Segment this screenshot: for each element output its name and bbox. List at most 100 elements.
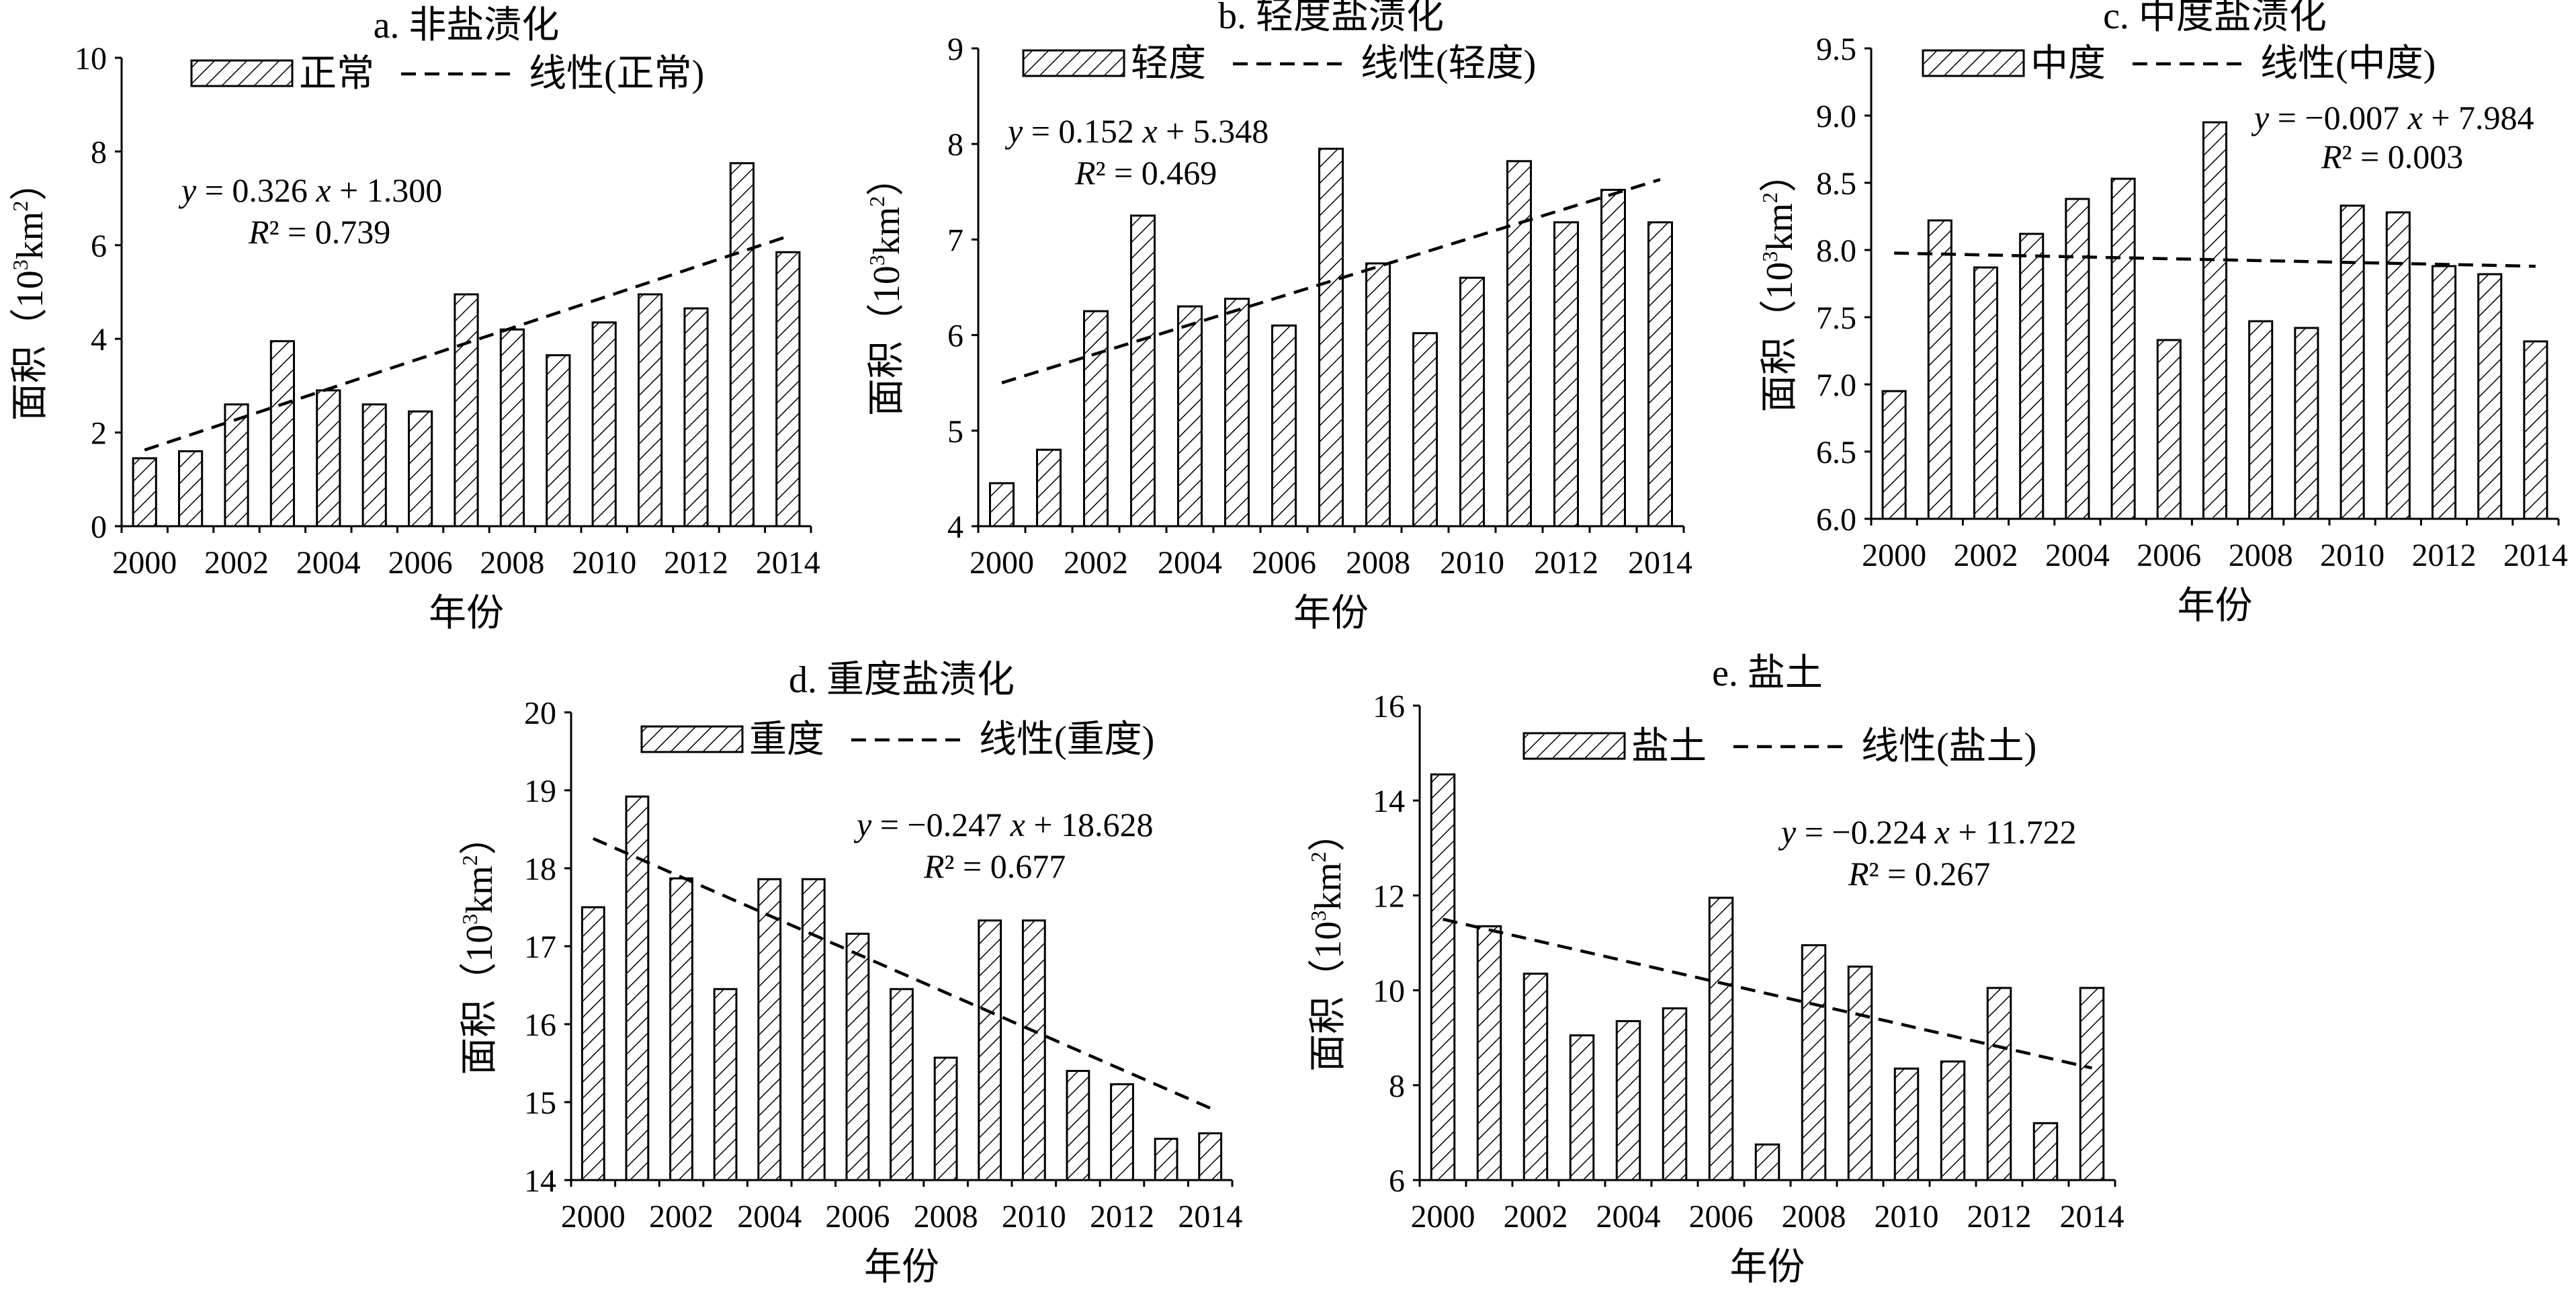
- x-tick-label: 2012: [2412, 538, 2477, 573]
- x-tick-label: 2008: [2229, 538, 2293, 573]
- bar-2000: [132, 457, 157, 528]
- y-tick-label: 14: [1373, 784, 1405, 819]
- x-tick-label: 2006: [825, 1199, 890, 1235]
- bar-2011: [1940, 1060, 1966, 1181]
- bar-2002: [1973, 266, 1999, 520]
- bar-2006: [845, 932, 870, 1181]
- bar-2007: [1318, 147, 1344, 528]
- legend-bar-swatch: [190, 59, 294, 87]
- bar-2009: [546, 354, 571, 528]
- bar-2011: [1066, 1070, 1090, 1181]
- bar-2012: [1553, 221, 1579, 528]
- bar-2014: [2523, 340, 2548, 520]
- chart-title: b. 轻度盐渍化: [1218, 0, 1444, 37]
- trend-equation: y = 0.152 x + 5.348: [1004, 112, 1269, 150]
- y-tick-label: 0: [91, 509, 107, 545]
- x-tick-label: 2002: [204, 545, 269, 581]
- legend-line-label: 线性(重度): [979, 719, 1154, 761]
- bar-2012: [1110, 1083, 1134, 1181]
- r-squared: R² = 0.469: [1074, 154, 1217, 192]
- chart-panel: e. 盐土 6 8 10 12 14 16 2000 2002 2004 2006 2008 2010 2…: [1306, 653, 2124, 1288]
- bar-2000: [1881, 390, 1907, 520]
- legend-bar-label: 盐土: [1631, 726, 1707, 767]
- x-tick-label: 2014: [1628, 545, 1692, 581]
- y-tick-label: 9.5: [1816, 32, 1856, 67]
- r-squared: R² = 0.677: [923, 847, 1066, 885]
- bar-2013: [1600, 188, 1626, 528]
- bar-2005: [1662, 1007, 1688, 1181]
- x-tick-label: 2004: [1158, 545, 1222, 581]
- bar-2006: [1271, 324, 1297, 528]
- bar-2002: [224, 403, 249, 528]
- y-tick-label: 8: [91, 134, 107, 170]
- y-tick-label: 9.0: [1816, 99, 1856, 134]
- y-tick-label: 9: [947, 32, 963, 67]
- bar-2010: [1459, 276, 1485, 528]
- bar-2001: [178, 450, 204, 528]
- y-tick-label: 16: [524, 1007, 556, 1043]
- trend-equation: y = −0.007 x + 7.984: [2251, 99, 2534, 136]
- legend: 盐土 线性(盐土): [1522, 726, 2036, 767]
- legend: 中度 线性(中度): [1922, 43, 2436, 85]
- bar-2008: [933, 1056, 958, 1181]
- bar-2012: [2431, 265, 2457, 520]
- legend: 轻度 线性(轻度): [1022, 43, 1536, 85]
- bar-2009: [1412, 332, 1438, 528]
- x-tick-label: 2010: [2320, 538, 2385, 573]
- bar-2006: [408, 410, 433, 528]
- y-tick-label: 6: [1389, 1163, 1405, 1199]
- chart-panel: d. 重度盐渍化 14 15 16 17 18 19 20 2000 2002 2004 2006 20…: [458, 659, 1242, 1288]
- bar-2006: [1708, 896, 1734, 1181]
- bar-2011: [1506, 160, 1532, 528]
- y-tick-label: 8.0: [1816, 233, 1856, 269]
- bar-2004: [1615, 1019, 1641, 1181]
- bar-2013: [2032, 1122, 2059, 1181]
- y-tick-label: 6.0: [1816, 502, 1856, 538]
- bar-2012: [1986, 987, 2012, 1181]
- bar-2003: [2019, 233, 2045, 520]
- trend-line: [1894, 251, 2536, 268]
- trend-line: [592, 837, 1211, 1110]
- legend-line-label: 线性(中度): [2260, 43, 2436, 85]
- bar-2011: [638, 293, 663, 528]
- x-axis-label: 年份: [1730, 1247, 1805, 1288]
- bar-2002: [1083, 310, 1109, 528]
- x-axis-label: 年份: [2178, 585, 2253, 627]
- x-tick-label: 2000: [970, 545, 1034, 581]
- r-squared: R² = 0.739: [248, 213, 390, 251]
- x-tick-label: 2006: [1689, 1199, 1754, 1235]
- bar-2010: [1021, 919, 1046, 1181]
- r-squared: R² = 0.267: [1848, 855, 1990, 892]
- legend-bar-swatch: [1022, 49, 1125, 77]
- y-tick-label: 10: [1373, 974, 1405, 1009]
- bar-2001: [1036, 448, 1062, 528]
- y-tick-label: 6: [947, 319, 963, 354]
- bar-2000: [581, 906, 605, 1181]
- legend-line-label: 线性(盐土): [1861, 726, 2036, 767]
- x-tick-label: 2002: [649, 1199, 714, 1235]
- bar-2007: [890, 988, 914, 1181]
- x-tick-label: 2008: [1346, 545, 1410, 581]
- y-tick-label: 14: [524, 1163, 556, 1199]
- bar-2002: [1522, 972, 1549, 1181]
- y-tick-label: 4: [947, 509, 963, 545]
- x-tick-label: 2014: [756, 545, 820, 581]
- y-tick-label: 12: [1373, 878, 1405, 914]
- y-tick-label: 16: [1373, 689, 1405, 724]
- bar-2009: [1847, 965, 1873, 1181]
- bar-2000: [1430, 773, 1456, 1181]
- x-tick-label: 2002: [1064, 545, 1128, 581]
- bar-2010: [591, 321, 617, 528]
- x-tick-label: 2012: [1967, 1199, 2032, 1235]
- bar-2004: [1177, 305, 1203, 528]
- bar-2010: [2339, 204, 2365, 520]
- bar-2011: [2385, 211, 2411, 520]
- bar-2012: [683, 307, 709, 528]
- y-tick-label: 8: [1389, 1069, 1405, 1104]
- y-tick-label: 6.5: [1816, 435, 1856, 470]
- y-tick-label: 19: [524, 774, 556, 809]
- x-tick-label: 2014: [2060, 1199, 2124, 1235]
- bar-2005: [2110, 177, 2136, 520]
- y-axis-label: 面积（103km2）: [8, 163, 51, 421]
- y-tick-label: 7.0: [1816, 368, 1856, 403]
